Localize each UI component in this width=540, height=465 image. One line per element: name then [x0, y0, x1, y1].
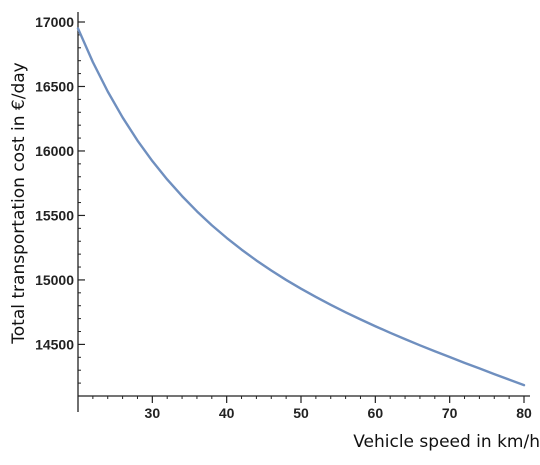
- y-tick-label: 16000: [35, 143, 74, 159]
- y-tick-label: 15500: [35, 207, 74, 223]
- ticks: [77, 21, 525, 403]
- y-tick-label: 14500: [35, 336, 74, 352]
- tick-labels: 30 40 50 60 70 80 14500 15000 15500 16000 16500 170…: [35, 14, 532, 421]
- x-tick-label: 50: [293, 405, 309, 421]
- x-axis-title: Vehicle speed in km/h: [353, 432, 540, 452]
- y-tick-label: 15000: [35, 272, 74, 288]
- y-tick-label: 17000: [35, 14, 74, 30]
- x-tick-label: 30: [145, 405, 161, 421]
- y-tick-label: 16500: [35, 78, 74, 94]
- x-tick-label: 60: [368, 405, 384, 421]
- axes: [77, 12, 530, 412]
- series-line: [76, 27, 526, 387]
- series-layer: [76, 27, 526, 387]
- x-tick-label: 40: [219, 405, 235, 421]
- x-tick-label: 80: [516, 405, 532, 421]
- x-tick-label: 70: [442, 405, 458, 421]
- y-axis-title: Total transportation cost in €/day: [9, 62, 29, 344]
